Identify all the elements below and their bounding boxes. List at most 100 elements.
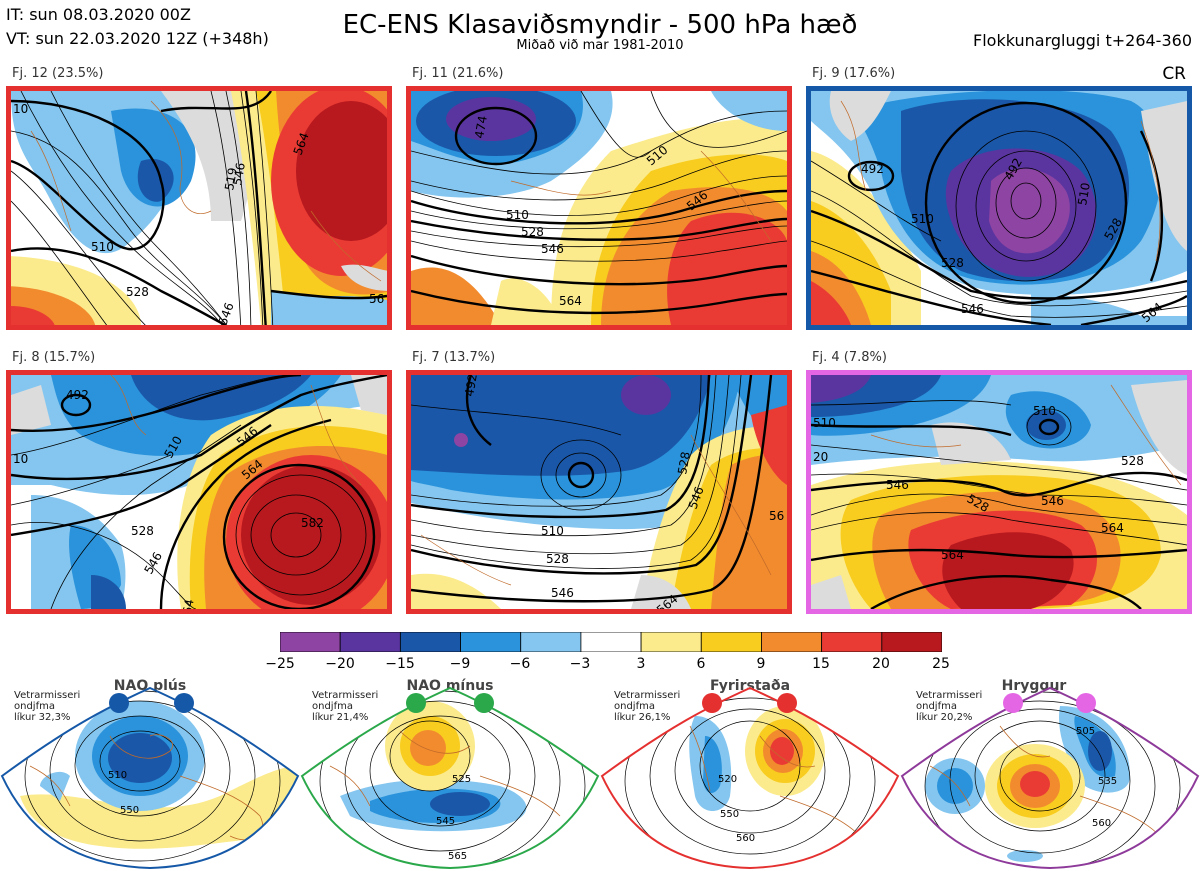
regime-marker <box>474 693 494 713</box>
contour-label: 510 <box>1033 404 1056 418</box>
colorbar-tick: −3 <box>569 656 591 672</box>
contour-label: 510 <box>91 240 114 254</box>
colorbar-tick: 20 <box>872 656 890 672</box>
colorbar-swatch <box>460 631 522 653</box>
contour-label: 56 <box>769 509 784 523</box>
contour-label: 528 <box>1121 454 1144 468</box>
page-title: EC-ENS Klasaviðsmyndir - 500 hPa hæð <box>342 10 858 40</box>
contour-label: 510 <box>1075 182 1093 207</box>
colorbar-ticks: −25 −20 −15 −9 −6 −3 3 6 9 15 20 25 <box>265 656 950 676</box>
regime-title: Fyrirstaða <box>709 678 791 694</box>
colorbar-swatch <box>821 631 883 653</box>
contour-label: 519 <box>222 167 240 192</box>
contour-label: 550 <box>720 809 739 820</box>
regime-note: Vetrarmisseri ondjfma líkur 32,3% <box>14 690 81 723</box>
panel-label-5: Fj. 7 (13.7%) <box>412 350 496 365</box>
colorbar-swatch <box>640 631 702 653</box>
regime-marker <box>109 693 129 713</box>
contour-label: 510 <box>108 770 127 781</box>
contour-label: 546 <box>541 242 564 256</box>
contour-label: 528 <box>131 524 154 538</box>
panel-label-3: Fj. 9 (17.6%) <box>812 66 896 81</box>
colorbar-tick: −25 <box>265 656 295 672</box>
contour-label: 525 <box>452 774 471 785</box>
panel-label-4: Fj. 8 (15.7%) <box>12 350 96 365</box>
regime-marker <box>174 693 194 713</box>
colorbar-tick: −20 <box>325 656 355 672</box>
cluster-map-3: 492 492 510 528 546 564 510 528 <box>806 86 1192 330</box>
contour-label: 528 <box>941 256 964 270</box>
regime-marker <box>1076 693 1096 713</box>
contour-label: 510 <box>813 416 836 430</box>
regime-nao-minus: Vetrarmisseri ondjfma líkur 21,4% NAO mínu… <box>300 676 600 871</box>
contour-label: 56 <box>369 292 384 306</box>
colorbar-tick: 6 <box>696 656 706 672</box>
contour-label: 505 <box>1076 726 1095 737</box>
contour-label: 510 <box>506 208 529 222</box>
regime-blocking: Vetrarmisseri ondjfma líkur 26,1% Fyrirsta… <box>600 676 900 871</box>
contour-label: 564 <box>1101 521 1124 535</box>
cluster-map-5: 492 510 528 546 564 528 546 56 <box>406 370 792 614</box>
init-time: IT: sun 08.03.2020 00Z <box>6 5 191 24</box>
colorbar-swatch <box>399 631 461 653</box>
colorbar-swatch <box>580 631 642 653</box>
contour-label: 528 <box>675 451 693 476</box>
contour-label: 510 <box>541 524 564 538</box>
contour-label: 10 <box>13 102 28 116</box>
contour-label: 545 <box>436 816 455 827</box>
contour-label: 474 <box>472 115 490 140</box>
regime-note: Vetrarmisseri ondjfma líkur 20,2% <box>916 690 983 723</box>
colorbar-tick: −9 <box>449 656 471 672</box>
contour-label: 492 <box>462 375 480 398</box>
regime-title: NAO mínus <box>406 678 494 694</box>
regime-note: Vetrarmisseri ondjfma líkur 26,1% <box>614 690 681 723</box>
contour-label: 550 <box>120 805 139 816</box>
contour-label: 528 <box>546 552 569 566</box>
panel-label-2: Fj. 11 (21.6%) <box>412 66 504 81</box>
cluster-map-4: 492 10 510 528 546 564 582 546 64 <box>6 370 392 614</box>
colorbar-tick: 25 <box>932 656 950 672</box>
panel-label-6: Fj. 4 (7.8%) <box>812 350 887 365</box>
contour-label: 510 <box>911 212 934 226</box>
contour-label: 582 <box>301 516 324 530</box>
regime-marker <box>1003 693 1023 713</box>
panel-label-1: Fj. 12 (23.5%) <box>12 66 104 81</box>
contour-label: 560 <box>1092 818 1111 829</box>
contour-label: 64 <box>180 598 196 609</box>
regime-marker <box>702 693 722 713</box>
colorbar-swatch <box>520 631 582 653</box>
page-subtitle: Miðað við mar 1981-2010 <box>516 38 684 53</box>
valid-time: VT: sun 22.03.2020 12Z (+348h) <box>6 29 269 48</box>
contour-label: 546 <box>961 302 984 316</box>
contour-label: 10 <box>13 452 28 466</box>
cluster-map-2: 474 510 528 546 564 510 546 <box>406 86 792 330</box>
regime-note: Vetrarmisseri ondjfma líkur 21,4% <box>312 690 379 723</box>
contour-label: 564 <box>941 548 964 562</box>
contour-label: 546 <box>230 162 248 187</box>
contour-label: 20 <box>813 450 828 464</box>
contour-label: 565 <box>448 851 467 862</box>
colorbar-swatch <box>339 631 401 653</box>
contour-label: 546 <box>886 478 909 492</box>
contour-label: 520 <box>718 774 737 785</box>
colorbar-swatch <box>761 631 823 653</box>
regime-title: NAO plús <box>113 678 187 694</box>
contour-label: 535 <box>1098 776 1117 787</box>
regime-nao-plus: Vetrarmisseri ondjfma líkur 32,3% NAO plús <box>0 676 300 871</box>
contour-label: 560 <box>736 833 755 844</box>
contour-label: 546 <box>216 301 237 325</box>
contour-label: 492 <box>861 162 884 176</box>
cluster-map-6: 510 510 528 546 528 546 564 564 20 <box>806 370 1192 614</box>
cr-label: CR <box>1162 64 1186 84</box>
contour-label: 528 <box>126 285 149 299</box>
colorbar-swatch <box>881 631 943 653</box>
contour-label: 546 <box>551 586 574 600</box>
colorbar-swatch <box>279 631 341 653</box>
colorbar-tick: −6 <box>509 656 531 672</box>
cluster-map-1: 10 510 528 546 519 564 56 546 <box>6 86 392 330</box>
regime-marker <box>406 693 426 713</box>
regime-ridge: Vetrarmisseri ondjfma líkur 20,2% Hryggur <box>900 676 1200 871</box>
colorbar-tick: 9 <box>756 656 766 672</box>
contour-label: 564 <box>559 294 582 308</box>
colorbar-tick: −15 <box>385 656 415 672</box>
